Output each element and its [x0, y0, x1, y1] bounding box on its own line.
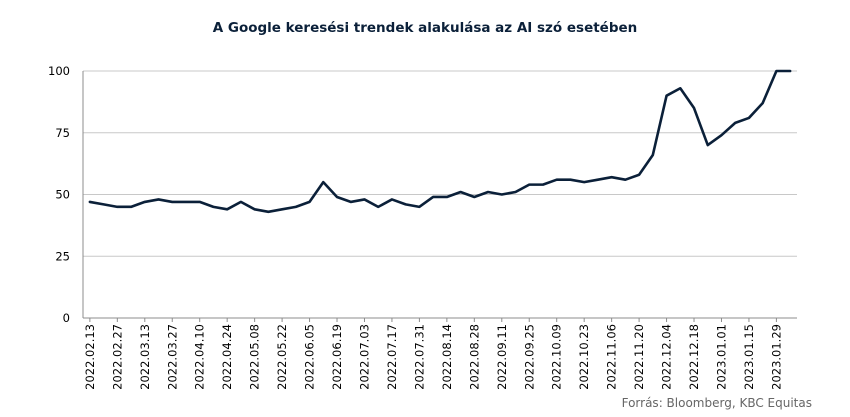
chart-title: A Google keresési trendek alakulása az A…: [212, 20, 638, 36]
y-tick-label: 25: [55, 249, 70, 263]
data-point: [418, 206, 420, 208]
data-point: [240, 201, 242, 203]
x-tick-labels: 2022.02.13 2022.02.27 2022.03.13 2022.03.27…: [83, 324, 784, 390]
source-note: Forrás: Bloomberg, KBC Equitas: [621, 396, 812, 410]
x-tick-label: 2022.12.04: [660, 324, 674, 390]
series-line: [88, 69, 792, 214]
y-tick-label: 0: [63, 311, 70, 325]
gridlines: [83, 70, 797, 257]
x-tick-label: 2022.07.03: [357, 324, 371, 390]
data-point: [404, 203, 406, 205]
data-point: [679, 87, 681, 89]
data-point: [789, 70, 791, 72]
data-point: [130, 206, 132, 208]
data-point: [775, 70, 777, 72]
data-point: [665, 95, 667, 97]
data-point: [377, 206, 379, 208]
data-point: [761, 102, 763, 104]
data-point: [487, 191, 489, 193]
data-point: [707, 144, 709, 146]
data-point: [391, 198, 393, 200]
x-tick-label: 2022.04.10: [193, 324, 207, 390]
x-tick-label: 2022.12.18: [687, 324, 701, 390]
data-point: [528, 183, 530, 185]
x-tick-label: 2023.01.15: [742, 324, 756, 390]
data-point: [350, 201, 352, 203]
data-point: [322, 181, 324, 183]
x-tick-label: 2022.02.13: [83, 324, 97, 390]
y-tick-labels: 0 25 50 75 100: [48, 64, 70, 325]
data-point: [720, 134, 722, 136]
x-tick-label: 2022.07.17: [385, 324, 399, 390]
data-point: [281, 208, 283, 210]
data-point: [116, 206, 118, 208]
x-tick-label: 2022.02.27: [110, 324, 124, 390]
y-tick-label: 75: [55, 126, 70, 140]
data-point: [583, 181, 585, 183]
x-tick-label: 2022.06.05: [303, 324, 317, 390]
x-tick-label: 2023.01.01: [714, 324, 728, 390]
data-point: [102, 203, 104, 205]
data-point: [501, 193, 503, 195]
data-point: [267, 211, 269, 213]
x-tick-label: 2022.08.28: [467, 324, 481, 390]
data-point: [638, 174, 640, 176]
x-tick-label: 2022.10.23: [577, 324, 591, 390]
data-point: [693, 107, 695, 109]
data-point: [226, 208, 228, 210]
x-tick-label: 2022.10.09: [550, 324, 564, 390]
data-point: [473, 196, 475, 198]
y-tick-label: 100: [48, 64, 70, 78]
data-point: [295, 206, 297, 208]
data-point: [459, 191, 461, 193]
x-tick-label: 2022.04.24: [220, 324, 234, 390]
x-tick-label: 2022.11.06: [605, 324, 619, 390]
data-point: [556, 178, 558, 180]
data-point: [610, 176, 612, 178]
series-layer: [88, 69, 792, 214]
axes: [82, 71, 797, 322]
data-point: [446, 196, 448, 198]
x-tick-label: 2022.03.13: [138, 324, 152, 390]
data-point: [89, 201, 91, 203]
x-tick-label: 2022.11.20: [632, 324, 646, 390]
x-tick-label: 2022.09.11: [495, 324, 509, 390]
x-tick-label: 2022.05.08: [248, 324, 262, 390]
data-point: [624, 178, 626, 180]
data-point: [363, 198, 365, 200]
data-point: [432, 196, 434, 198]
x-tick-label: 2022.03.27: [165, 324, 179, 390]
y-tick-label: 50: [55, 188, 70, 202]
data-point: [734, 122, 736, 124]
data-point: [199, 201, 201, 203]
data-point: [212, 206, 214, 208]
x-tick-label: 2022.07.31: [412, 324, 426, 390]
x-tick-label: 2022.09.25: [522, 324, 536, 390]
x-tick-label: 2022.06.19: [330, 324, 344, 390]
data-point: [542, 183, 544, 185]
x-tick-label: 2022.08.14: [440, 324, 454, 390]
data-point: [748, 117, 750, 119]
data-point: [308, 201, 310, 203]
data-point: [253, 208, 255, 210]
data-point: [569, 178, 571, 180]
data-point: [514, 191, 516, 193]
data-point: [597, 178, 599, 180]
x-tick-label: 2022.05.22: [275, 324, 289, 390]
data-point: [652, 154, 654, 156]
data-point: [171, 201, 173, 203]
data-point: [185, 201, 187, 203]
data-point: [157, 198, 159, 200]
data-point: [144, 201, 146, 203]
data-point: [336, 196, 338, 198]
x-tick-label: 2023.01.29: [769, 324, 783, 390]
